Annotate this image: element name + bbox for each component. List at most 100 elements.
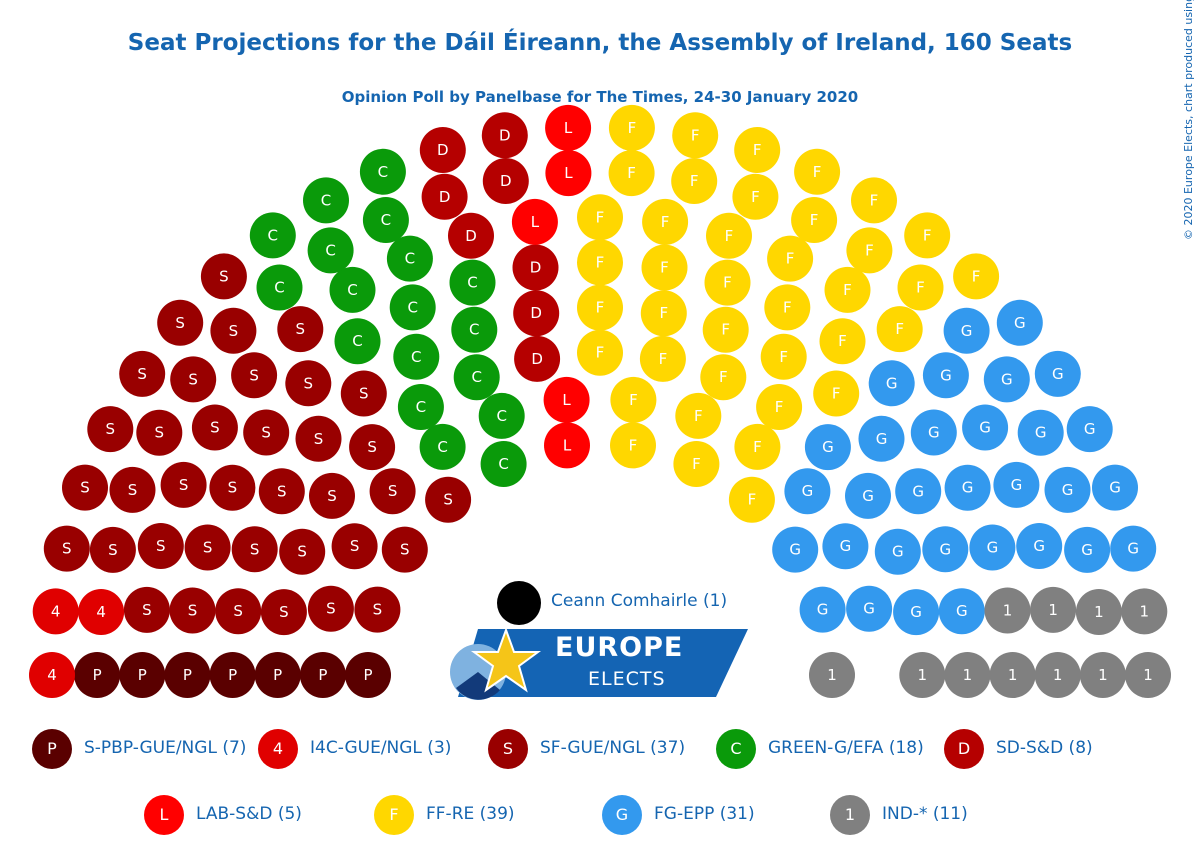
seat-label-sf-gue-ngl: S <box>175 314 185 332</box>
seat-ff-re <box>642 198 689 245</box>
seat-ff-re <box>851 177 897 224</box>
legend-swatch: 4 <box>258 729 298 769</box>
seat-sf-gue-ngl <box>209 464 256 511</box>
seat-green-g-efa <box>256 264 303 311</box>
seat-label-fg-epp: G <box>862 487 874 505</box>
seat-label-fg-epp: G <box>1081 541 1093 559</box>
seat-ff-re <box>608 150 655 197</box>
seat-label-fg-epp: G <box>876 430 888 448</box>
seat-s-pbp-gue-ngl <box>299 652 346 698</box>
seat-label-ff-re: F <box>659 304 668 322</box>
seat-label-ff-re: F <box>629 436 638 454</box>
seat-label-fg-epp: G <box>802 482 814 500</box>
seat-green-g-efa <box>453 354 500 401</box>
legend-label: FF-RE (39) <box>426 804 515 824</box>
seat-ff-re <box>897 264 944 311</box>
seat-label-sf-gue-ngl: S <box>373 601 383 619</box>
seat-label-ff-re: F <box>753 438 762 456</box>
seat-sf-gue-ngl <box>381 526 428 573</box>
seat-label-fg-epp: G <box>928 424 940 442</box>
seat-label-ff-re: F <box>596 208 605 226</box>
seat-ff-re <box>760 333 807 380</box>
seat-sd-s-d <box>421 173 468 220</box>
seat-label-ff-re: F <box>810 211 819 229</box>
seat-sf-gue-ngl <box>369 468 416 515</box>
seat-fg-epp <box>845 472 891 519</box>
seat-sf-gue-ngl <box>119 350 166 397</box>
seat-ff-re <box>610 422 656 469</box>
seat-label-sf-gue-ngl: S <box>388 482 398 500</box>
seat-label-sd-s-d: D <box>530 259 542 277</box>
seat-label-lab-s-d: L <box>564 164 573 182</box>
seat-fg-epp <box>858 415 905 462</box>
seat-label-ff-re: F <box>596 253 605 271</box>
seat-sf-gue-ngl <box>136 409 183 456</box>
seat-ff-re <box>728 476 775 523</box>
seat-sf-gue-ngl <box>260 589 307 636</box>
seat-ff-re <box>641 244 688 291</box>
seat-label-sf-gue-ngl: S <box>108 541 118 559</box>
seat-ff-re <box>577 284 623 331</box>
seat-ff-re <box>756 384 803 430</box>
seat-label-fg-epp: G <box>1127 540 1139 558</box>
legend-label: I4C-GUE/NGL (3) <box>310 738 452 758</box>
seat-sd-s-d <box>514 335 561 382</box>
seat-green-g-efa <box>478 392 525 439</box>
speaker-label: Ceann Comhairle (1) <box>551 591 728 611</box>
seat-ff-re <box>794 148 841 195</box>
seat-ind <box>899 652 946 698</box>
legend-swatch: P <box>32 729 72 769</box>
seat-ind <box>1121 588 1168 635</box>
seat-ff-re <box>734 127 781 173</box>
seat-label-ff-re: F <box>753 141 762 159</box>
seat-label-fg-epp: G <box>912 482 924 500</box>
seat-ff-re <box>608 104 655 151</box>
seat-label-ff-re: F <box>721 321 730 339</box>
seat-label-ff-re: F <box>916 279 925 297</box>
seat-label-fg-epp: G <box>1035 424 1047 442</box>
seat-ff-re <box>953 253 1000 300</box>
seat-ff-re <box>876 306 923 353</box>
chart-subtitle: Opinion Poll by Panelbase for The Times,… <box>341 88 859 106</box>
seat-label-i4c-gue-ngl: 4 <box>51 602 61 620</box>
legend-swatch: F <box>374 795 414 835</box>
seat-label-s-pbp-gue-ngl: P <box>93 666 102 684</box>
seat-fg-epp <box>799 586 846 633</box>
seat-label-fg-epp: G <box>1084 420 1096 438</box>
seat-fg-epp <box>993 461 1040 508</box>
seat-label-fg-epp: G <box>822 438 834 456</box>
seat-green-g-efa <box>359 148 406 195</box>
seat-ff-re <box>640 290 687 337</box>
seat-s-pbp-gue-ngl <box>254 652 301 698</box>
seat-ff-re <box>824 266 871 313</box>
seat-ff-re <box>672 112 719 159</box>
legend-label: GREEN-G/EFA (18) <box>768 738 924 758</box>
seat-sd-s-d <box>419 127 466 173</box>
seat-label-sf-gue-ngl: S <box>297 543 307 561</box>
seat-green-g-efa <box>480 441 527 487</box>
seat-s-pbp-gue-ngl <box>164 652 211 698</box>
seat-label-ff-re: F <box>596 344 605 362</box>
seat-label-ff-re: F <box>660 259 669 277</box>
seat-ff-re <box>673 441 720 487</box>
seat-fg-epp <box>910 409 957 456</box>
seat-label-green-g-efa: C <box>411 348 421 366</box>
seat-label-fg-epp: G <box>1001 370 1013 388</box>
seat-sf-gue-ngl <box>258 468 305 515</box>
seat-fg-epp <box>822 523 869 570</box>
seat-fg-epp <box>1017 409 1064 456</box>
seat-label-sf-gue-ngl: S <box>203 539 213 557</box>
seat-label-fg-epp: G <box>886 374 898 392</box>
seat-sf-gue-ngl <box>157 299 204 346</box>
seat-label-ff-re: F <box>725 227 734 245</box>
seat-ff-re <box>639 335 686 382</box>
seat-sf-gue-ngl <box>184 524 231 571</box>
seat-label-ff-re: F <box>843 281 852 299</box>
seat-label-ff-re: F <box>661 213 670 231</box>
seat-lab-s-d <box>543 376 590 423</box>
seat-label-fg-epp: G <box>1033 537 1045 555</box>
seat-label-ff-re: F <box>832 385 841 403</box>
seat-ind <box>1079 652 1126 698</box>
seat-i4c-gue-ngl <box>78 589 125 635</box>
seat-sf-gue-ngl <box>43 525 90 572</box>
